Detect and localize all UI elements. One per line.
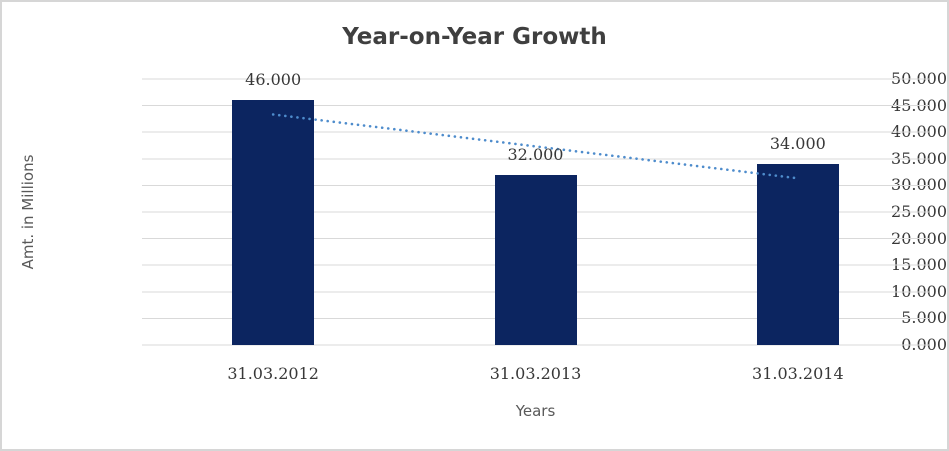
- y-tick-label: 15.000: [891, 255, 947, 275]
- x-axis-title: Years: [515, 402, 556, 420]
- bar: [756, 164, 839, 345]
- bar: [494, 174, 577, 345]
- y-tick-label: 40.000: [891, 122, 947, 142]
- y-tick-label: 35.000: [891, 148, 947, 168]
- bar-value-label: 46.000: [245, 70, 302, 90]
- bar-value-label: 32.000: [507, 144, 564, 164]
- y-tick-label: 45.000: [891, 95, 947, 115]
- bar-value-label: 34.000: [769, 134, 826, 154]
- chart-title: Year-on-Year Growth: [342, 24, 607, 50]
- bar: [232, 100, 315, 345]
- x-tick-label: 31.03.2012: [227, 364, 319, 383]
- y-tick-label: 5.000: [901, 308, 947, 328]
- y-tick-label: 30.000: [891, 175, 947, 195]
- y-axis-title: Amt. in Millions: [19, 154, 37, 270]
- plot-area: 46.000 32.000 34.000: [142, 70, 929, 346]
- trendline-path: [271, 113, 800, 180]
- x-tick-label: 31.03.2014: [752, 364, 844, 383]
- y-tick-label: 20.000: [891, 228, 947, 248]
- trendline: [271, 113, 800, 180]
- x-tick-label: 31.03.2013: [489, 364, 582, 383]
- y-tick-label: 10.000: [891, 281, 947, 301]
